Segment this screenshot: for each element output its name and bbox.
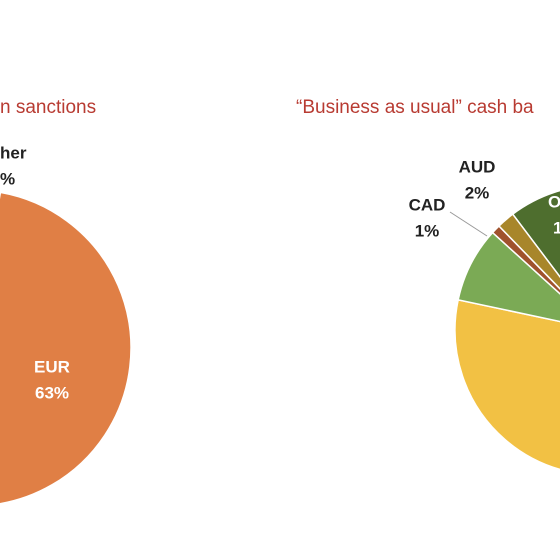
slice <box>0 191 132 505</box>
slice-label: EUR <box>34 357 70 376</box>
slice-label: % <box>0 169 15 188</box>
slice-label: AUD <box>459 157 496 176</box>
chart-title: “Business as usual” cash ba <box>296 97 534 118</box>
value-label: 63% <box>35 383 69 402</box>
value-label: 1% <box>415 221 440 240</box>
value-label: 1 <box>553 218 560 237</box>
leader-line <box>449 211 488 237</box>
slice-label: her <box>0 143 27 162</box>
value-label: 2% <box>465 183 490 202</box>
other-slices <box>454 189 560 471</box>
slice-label: O <box>548 192 560 211</box>
slice <box>454 298 560 471</box>
slice <box>511 189 560 279</box>
chart-title: n sanctions <box>0 97 96 118</box>
slice-label: CAD <box>409 195 446 214</box>
slice <box>491 224 560 295</box>
